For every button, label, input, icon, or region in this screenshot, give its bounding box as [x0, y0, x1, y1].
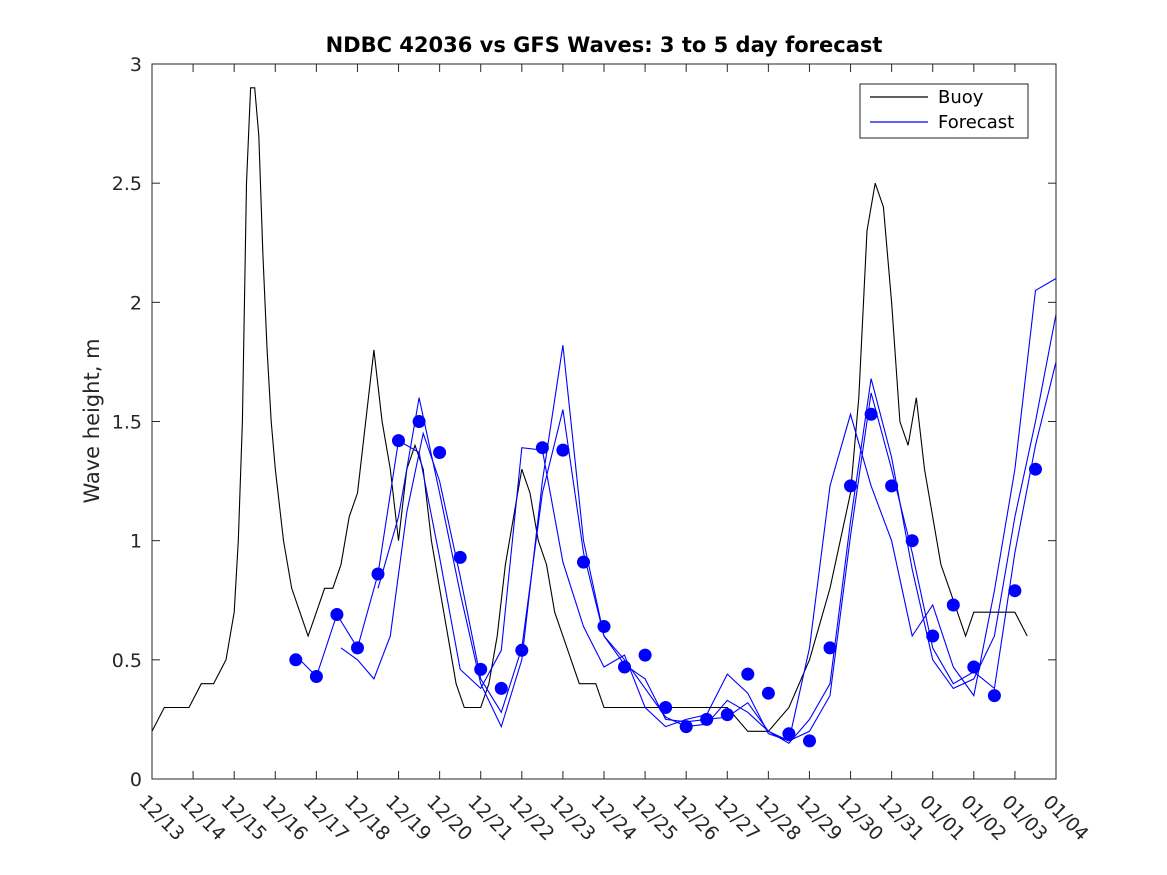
y-tick-label: 1: [130, 531, 142, 553]
forecast-point: [474, 662, 488, 676]
legend-forecast-label: Forecast: [938, 112, 1014, 133]
forecast-point: [433, 446, 447, 459]
x-tick-label: 12/21: [463, 791, 517, 845]
x-tick-label: 12/13: [134, 791, 188, 845]
x-tick-label: 12/29: [792, 791, 846, 845]
forecast-point: [720, 708, 734, 722]
legend-box: [859, 83, 1029, 139]
forecast-point: [761, 686, 775, 700]
forecast-point: [844, 479, 857, 493]
x-tick-label: 12/14: [176, 791, 230, 845]
chart-title: NDBC 42036 vs GFS Waves: 3 to 5 day fore…: [326, 33, 883, 57]
x-tick-label: 12/30: [833, 791, 887, 845]
x-tick-label: 12/15: [217, 791, 271, 845]
forecast-point: [987, 689, 1001, 703]
x-tick-label: 01/02: [956, 791, 1010, 845]
forecast-point: [371, 567, 385, 581]
forecast-point: [700, 712, 714, 726]
x-tick-label: 12/23: [545, 791, 599, 845]
forecast-point: [577, 555, 590, 569]
x-tick-label: 12/19: [381, 791, 435, 845]
forecast-series-line-3: [377, 314, 1057, 745]
forecast-point: [679, 720, 693, 734]
x-tick-label: 12/16: [258, 791, 312, 845]
forecast-point: [556, 443, 570, 457]
x-tick-label: 12/27: [710, 791, 764, 845]
buoy-series-line: [151, 87, 1028, 732]
x-tick-label: 12/22: [504, 791, 558, 845]
forecast-point: [803, 734, 816, 748]
x-tick-label: 12/28: [751, 791, 805, 845]
forecast-point: [597, 620, 611, 633]
x-tick-label: 12/25: [628, 791, 682, 845]
forecast-point: [659, 701, 673, 714]
forecast-point: [535, 441, 549, 455]
marker-layer: [289, 407, 1042, 748]
forecast-point: [967, 660, 981, 674]
y-tick-label: 0: [130, 769, 142, 791]
forecast-point: [926, 629, 940, 643]
forecast-point: [289, 653, 303, 667]
forecast-point: [946, 598, 960, 612]
y-axis: 0 0.5 1 1.5 2 2.5 3: [112, 54, 1056, 791]
forecast-point: [905, 534, 919, 548]
forecast-point: [392, 434, 405, 448]
forecast-point: [638, 648, 652, 662]
x-tick-label: 01/01: [915, 791, 969, 845]
legend: Buoy Forecast: [859, 83, 1029, 139]
forecast-series-line-1: [299, 278, 1057, 742]
forecast-point: [1029, 462, 1042, 476]
y-tick-label: 3: [130, 54, 142, 76]
x-tick-label: 12/26: [669, 791, 723, 845]
y-tick-label: 2.5: [112, 173, 142, 195]
y-tick-label: 0.5: [112, 650, 142, 672]
y-tick-label: 2: [130, 292, 142, 314]
forecast-point: [885, 479, 899, 493]
x-tick-label: 12/24: [586, 791, 640, 845]
forecast-point: [351, 641, 364, 655]
forecast-point: [309, 670, 323, 683]
forecast-point: [741, 667, 755, 681]
forecast-point: [618, 660, 631, 674]
x-tick-label: 12/18: [340, 791, 394, 845]
forecast-point: [864, 407, 878, 421]
forecast-point: [782, 727, 796, 741]
y-axis-label: Wave height, m: [80, 338, 104, 503]
forecast-point: [515, 643, 529, 657]
forecast-point: [330, 608, 344, 621]
forecast-point: [453, 550, 467, 564]
plot-background: [152, 64, 1056, 779]
x-tick-label: 01/03: [997, 791, 1051, 845]
y-tick-label: 1.5: [112, 412, 142, 434]
x-tick-label: 12/17: [299, 791, 353, 845]
legend-buoy-label: Buoy: [938, 87, 984, 108]
forecast-point: [412, 415, 426, 428]
x-tick-label: 12/31: [874, 791, 928, 845]
forecast-point: [494, 681, 508, 695]
x-tick-label: 01/04: [1038, 791, 1092, 845]
forecast-point: [823, 641, 837, 655]
x-tick-label: 12/20: [422, 791, 476, 845]
forecast-point: [1008, 584, 1022, 598]
